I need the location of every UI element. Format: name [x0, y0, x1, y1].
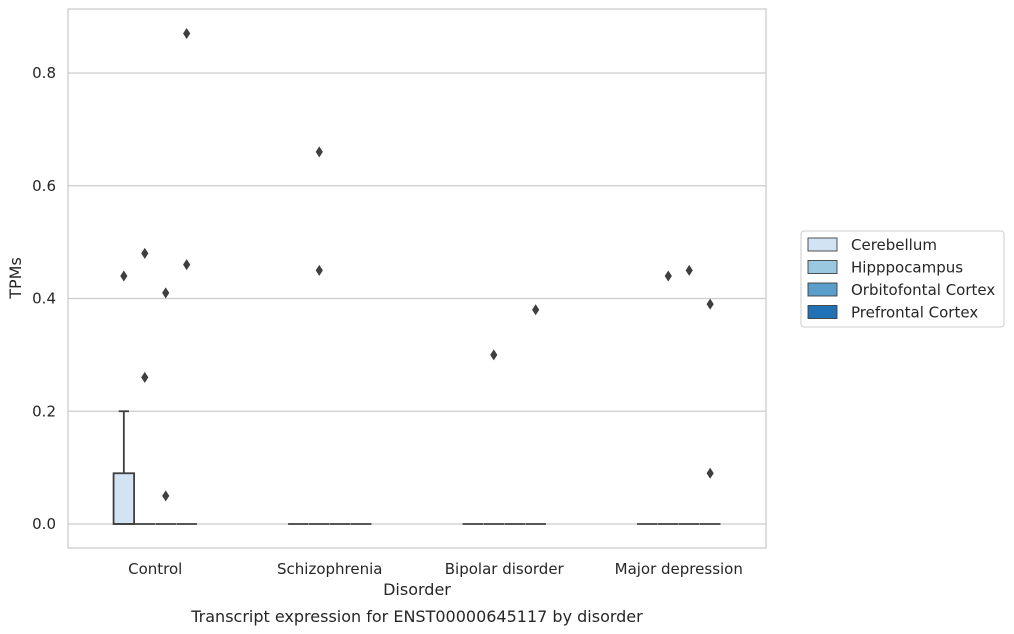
legend-swatch	[807, 260, 838, 274]
legend-label: Orbitofontal Cortex	[851, 281, 995, 299]
figure-caption: Transcript expression for ENST0000064511…	[190, 607, 643, 626]
y-tick-label: 0.6	[32, 177, 56, 195]
x-tick-label: Schizophrenia	[277, 560, 382, 578]
box	[112, 472, 136, 525]
outlier-point	[162, 490, 170, 502]
outlier-point	[183, 259, 191, 271]
plot-background	[68, 9, 766, 548]
box-series	[112, 410, 721, 525]
x-tick-label: Major depression	[615, 560, 743, 578]
legend-swatch	[807, 305, 838, 319]
outlier-point	[315, 264, 323, 276]
y-tick-label: 0.0	[32, 515, 56, 533]
legend-swatch	[807, 282, 838, 297]
y-tick-label: 0.8	[32, 64, 56, 82]
plot-frame	[67, 8, 767, 549]
outlier-point	[685, 264, 693, 276]
x-tick-label: Bipolar disorder	[445, 560, 565, 578]
y-tick-label: 0.4	[32, 290, 56, 308]
outlier-point	[183, 28, 191, 40]
y-axis-label: TPMs	[6, 257, 25, 300]
outlier-point	[162, 287, 170, 299]
legend-label: Hipppocampus	[851, 259, 963, 277]
outlier-points	[120, 28, 714, 502]
outlier-point	[490, 349, 498, 361]
x-axis-ticks: Control Schizophrenia Bipolar disorder Majo…	[128, 560, 743, 578]
legend: Cerebellum Hipppocampus Orbitofontal Corte…	[800, 230, 1005, 328]
x-axis-label: Disorder	[383, 580, 451, 599]
outlier-point	[141, 371, 149, 383]
legend-label: Cerebellum	[851, 236, 937, 254]
legend-frame	[800, 230, 1005, 328]
outlier-point	[706, 467, 714, 479]
outlier-point	[706, 298, 714, 310]
legend-swatch	[807, 237, 838, 252]
legend-label: Prefrontal Cortex	[851, 304, 978, 322]
y-tick-label: 0.2	[32, 402, 56, 420]
x-tick-label: Control	[128, 560, 182, 578]
outlier-point	[120, 270, 128, 282]
outlier-point	[532, 304, 540, 316]
outlier-point	[315, 146, 323, 158]
outlier-point	[141, 247, 149, 259]
outlier-point	[664, 270, 672, 282]
y-axis-ticks: 0.0 0.2 0.4 0.6 0.8	[32, 64, 56, 533]
